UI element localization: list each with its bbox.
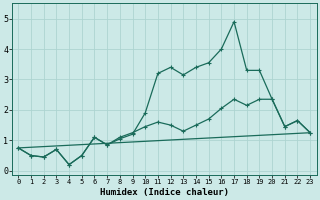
X-axis label: Humidex (Indice chaleur): Humidex (Indice chaleur) [100,188,229,197]
